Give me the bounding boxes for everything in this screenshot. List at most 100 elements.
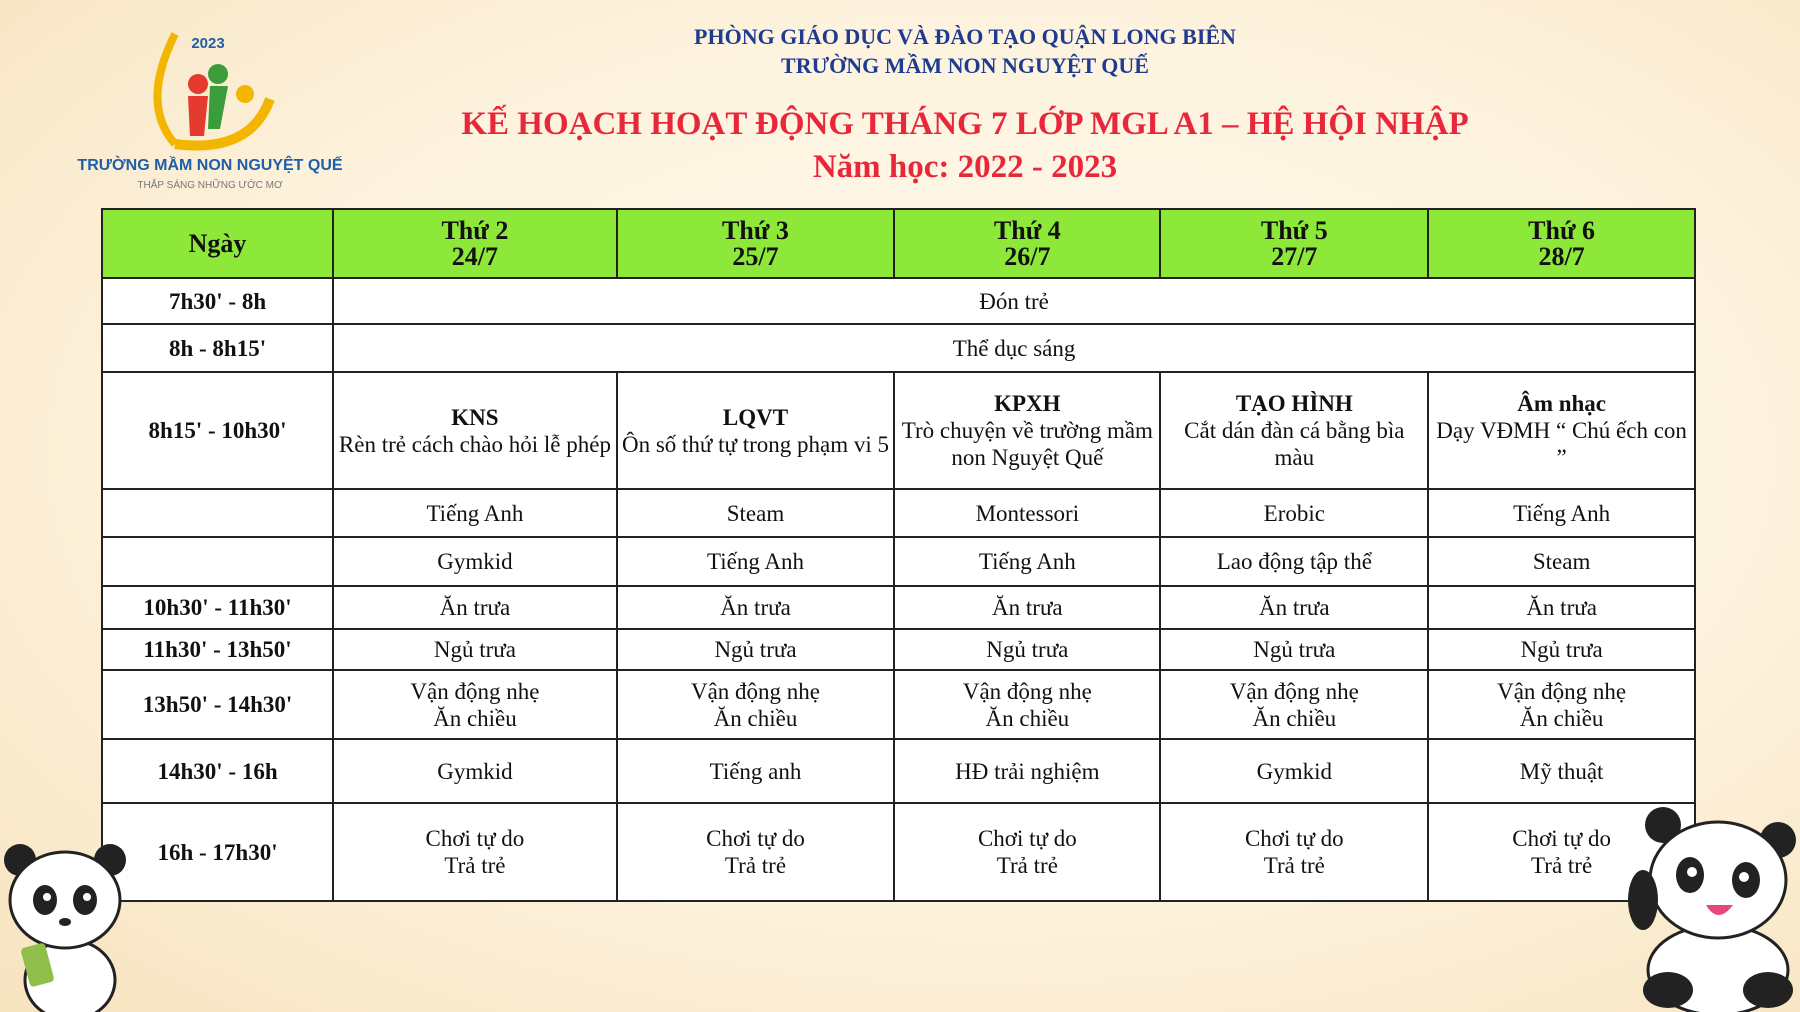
corner-header: Ngày — [100, 208, 335, 279]
time-cell: 16h - 17h30' — [100, 802, 335, 902]
activity-cell: Ăn trưa — [615, 585, 896, 630]
activity-line: Ăn chiều — [1252, 705, 1337, 731]
header-row: Ngày Thứ 2 24/7 Thứ 3 25/7 Thứ 4 26/7 Thứ 5… — [100, 208, 1696, 279]
activity-line: Trả trẻ — [1531, 853, 1593, 878]
table-row: 8h15' - 10h30' KNS Rèn trẻ cách chào hỏi … — [100, 371, 1696, 490]
lesson-subject: KPXH — [994, 391, 1061, 416]
day-name: Thứ 6 — [1528, 215, 1596, 245]
logo-school-name: TRƯỜNG MẦM NON NGUYỆT QUẾ — [77, 157, 343, 174]
activity-cell: Ăn trưa — [893, 585, 1162, 630]
day-header: Thứ 5 27/7 — [1159, 208, 1430, 279]
activity-cell: Ngủ trưa — [615, 628, 896, 671]
time-cell: 10h30' - 11h30' — [100, 585, 335, 630]
time-cell — [100, 488, 335, 538]
day-header: Thứ 6 28/7 — [1427, 208, 1696, 279]
activity-cell: Erobic — [1159, 488, 1430, 538]
lesson-subject: LQVT — [722, 404, 789, 430]
table-row: 8h - 8h15' Thể dục sáng — [100, 323, 1696, 373]
lesson-subject: TẠO HÌNH — [1235, 391, 1353, 416]
activity-cell: Gymkid — [332, 536, 618, 587]
activity-cell: Montessori — [893, 488, 1162, 538]
activity-line: Trả trẻ — [996, 853, 1058, 878]
lesson-detail: Rèn trẻ cách chào hỏi lễ phép — [338, 431, 611, 457]
day-date: 27/7 — [1271, 241, 1318, 271]
day-name: Thứ 5 — [1260, 215, 1328, 245]
table-row: Tiếng Anh Steam Montessori Erobic Tiếng Anh — [100, 488, 1696, 538]
school-name: TRƯỜNG MẦM NON NGUYỆT QUẾ — [781, 53, 1149, 78]
activity-cell: Ăn trưa — [1159, 585, 1430, 630]
time-cell: 7h30' - 8h — [100, 277, 335, 325]
lesson-cell: KNS Rèn trẻ cách chào hỏi lễ phép — [332, 371, 618, 490]
table-row: 7h30' - 8h Đón trẻ — [100, 277, 1696, 325]
activity-line: Ăn chiều — [433, 705, 517, 731]
school-year: Năm học: 2022 - 2023 — [812, 149, 1118, 185]
activity-cell: Gymkid — [1159, 738, 1430, 804]
activity-cell: Vận động nhẹ Ăn chiều — [893, 669, 1162, 740]
lesson-subject: KNS — [451, 404, 499, 430]
lesson-cell: TẠO HÌNH Cắt dán đàn cá bằng bìa màu — [1159, 371, 1430, 490]
activity-line: Vận động nhẹ — [1229, 678, 1359, 704]
activity-line: Trả trẻ — [724, 853, 787, 878]
activity-cell: Tiếng Anh — [615, 536, 896, 587]
activity-cell: Lao động tập thể — [1159, 536, 1430, 587]
activity-cell: Ngủ trưa — [1427, 628, 1696, 671]
activity-cell: Chơi tự do Trả trẻ — [893, 802, 1162, 902]
day-header: Thứ 4 26/7 — [893, 208, 1162, 279]
activity-cell: Tiếng Anh — [893, 536, 1162, 587]
activity-cell: HĐ trải nghiệm — [893, 738, 1162, 804]
table-row: 16h - 17h30' Chơi tự do Trả trẻ Chơi tự d… — [100, 802, 1696, 902]
activity-line: Ăn chiều — [985, 705, 1070, 731]
activity-cell: Ăn trưa — [332, 585, 618, 630]
activity-cell: Vận động nhẹ Ăn chiều — [1159, 669, 1430, 740]
activity-cell: Ăn trưa — [1427, 585, 1696, 630]
day-date: 25/7 — [732, 241, 779, 271]
time-cell: 14h30' - 16h — [100, 738, 335, 804]
activity-cell: Chơi tự do Trả trẻ — [615, 802, 896, 902]
panda-left-illustration — [4, 844, 126, 1012]
table-row: 14h30' - 16h Gymkid Tiếng anh HĐ trải ng… — [100, 738, 1696, 804]
activity-cell: Steam — [615, 488, 896, 538]
lesson-detail: Dạy VĐMH “ Chú ếch con ” — [1436, 418, 1687, 470]
lesson-cell: LQVT Ôn số thứ tự trong phạm vi 5 — [615, 371, 896, 490]
activity-line: Chơi tự do — [1244, 826, 1344, 851]
panda-right-illustration — [1628, 807, 1796, 1012]
table-row: 13h50' - 14h30' Vận động nhẹ Ăn chiều Vận… — [100, 669, 1696, 740]
activity-cell: Vận động nhẹ Ăn chiều — [615, 669, 896, 740]
activity-cell: Vận động nhẹ Ăn chiều — [1427, 669, 1696, 740]
day-name: Thứ 2 — [441, 215, 509, 245]
activity-cell: Vận động nhẹ Ăn chiều — [332, 669, 618, 740]
activity-cell: Mỹ thuật — [1427, 738, 1696, 804]
department-name: PHÒNG GIÁO DỤC VÀ ĐÀO TẠO QUẬN LONG BIÊN — [694, 24, 1236, 49]
activity-cell: Tiếng Anh — [332, 488, 618, 538]
lesson-detail: Ôn số thứ tự trong phạm vi 5 — [621, 431, 890, 457]
activity-cell: Ngủ trưa — [1159, 628, 1430, 671]
page-title: KẾ HOẠCH HOẠT ĐỘNG THÁNG 7 LỚP MGL A1 – … — [461, 106, 1469, 142]
schedule-table: Ngày Thứ 2 24/7 Thứ 3 25/7 Thứ 4 26/7 Thứ 5… — [100, 208, 1696, 902]
activity-line: Ăn chiều — [713, 705, 798, 731]
school-logo: 2023 — [153, 32, 275, 151]
activity-line: Trả trẻ — [1263, 853, 1325, 878]
activity-cell: Đón trẻ — [332, 277, 1696, 325]
time-cell: 8h - 8h15' — [100, 323, 335, 373]
activity-line: Chơi tự do — [706, 826, 805, 851]
activity-cell: Steam — [1427, 536, 1696, 587]
activity-cell: Chơi tự do Trả trẻ — [1159, 802, 1430, 902]
table-row: Gymkid Tiếng Anh Tiếng Anh Lao động tập thể… — [100, 536, 1696, 587]
activity-cell: Chơi tự do Trả trẻ — [332, 802, 618, 902]
logo-year: 2023 — [191, 35, 224, 52]
day-name: Thứ 3 — [722, 215, 789, 245]
day-header: Thứ 3 25/7 — [615, 208, 896, 279]
table-row: 11h30' - 13h50' Ngủ trưa Ngủ trưa Ngủ trưa N… — [100, 628, 1696, 671]
time-cell — [100, 536, 335, 587]
page-title-block: KẾ HOẠCH HOẠT ĐỘNG THÁNG 7 LỚP MGL A1 – … — [0, 103, 1800, 189]
day-header: Thứ 2 24/7 — [332, 208, 618, 279]
activity-line: Vận động nhẹ — [962, 678, 1092, 704]
activity-cell: Tiếng Anh — [1427, 488, 1696, 538]
activity-line: Vận động nhẹ — [1497, 678, 1627, 704]
day-name: Thứ 4 — [993, 215, 1061, 245]
lesson-cell: Âm nhạc Dạy VĐMH “ Chú ếch con ” — [1427, 371, 1696, 490]
activity-cell: Ngủ trưa — [332, 628, 618, 671]
activity-cell: Thể dục sáng — [332, 323, 1696, 373]
activity-cell: Gymkid — [332, 738, 618, 804]
day-date: 24/7 — [451, 241, 499, 271]
